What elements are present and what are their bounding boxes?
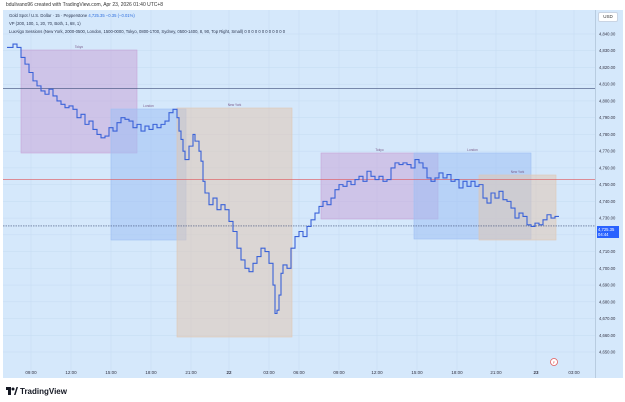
price-chart: Tokyo London New York Tokyo London New York 0… — [3, 10, 595, 375]
price-tick-label: 4,690.00 — [599, 283, 616, 288]
price-tick-label: 4,730.00 — [599, 216, 616, 221]
time-tick-label: 18:00 — [145, 370, 157, 375]
symbol-change: 4,725.35 −0.35 (−0.01%) — [88, 13, 135, 18]
session-label: New York — [511, 170, 525, 174]
event-flag-icon: F — [550, 358, 558, 366]
time-tick-label: 12:00 — [371, 370, 383, 375]
vp-indicator-legend[interactable]: VP (200, 100, 1, 20, 70, Both, 1, 68, 1) — [9, 21, 81, 26]
session-label: London — [467, 148, 478, 152]
price-axis[interactable]: 4,840.00 4,830.00 4,820.00 4,810.00 4,800.00… — [595, 10, 623, 378]
time-tick-label: 06:00 — [293, 370, 305, 375]
horizontal-lines — [3, 88, 595, 227]
time-tick-label: 22 — [226, 370, 232, 375]
price-tick-label: 4,800.00 — [599, 98, 616, 103]
price-tick-label: 4,810.00 — [599, 82, 616, 87]
price-line — [7, 43, 559, 315]
tradingview-logo-icon — [6, 387, 18, 395]
symbol-label[interactable]: Gold Spot / U.S. Dollar · 15 · Peppersto… — [9, 13, 88, 18]
sessions-indicator-legend[interactable]: LuxAlgo Sessions (New York, 2000-0500, L… — [9, 29, 286, 34]
price-tick-label: 4,840.00 — [599, 32, 616, 37]
price-tick-label: 4,750.00 — [599, 182, 616, 187]
price-tick-label: 4,660.00 — [599, 333, 616, 338]
symbol-legend[interactable]: Gold Spot / U.S. Dollar · 15 · Peppersto… — [9, 13, 135, 18]
currency-button[interactable]: USD — [598, 12, 618, 22]
price-tick-label: 4,790.00 — [599, 115, 616, 120]
price-tick-label: 4,680.00 — [599, 299, 616, 304]
price-tick-label: 4,830.00 — [599, 48, 616, 53]
time-tick-label: 09:00 — [25, 370, 37, 375]
chart-pane[interactable]: Tokyo London New York Tokyo London New York 0… — [3, 10, 595, 378]
session-box — [176, 107, 293, 338]
time-tick-label: 03:00 — [263, 370, 275, 375]
price-tick-label: 4,710.00 — [599, 249, 616, 254]
last-price-value: 4,725.35 — [598, 227, 615, 232]
session-label: New York — [228, 103, 242, 107]
time-tick-label: 15:00 — [105, 370, 117, 375]
price-tick-label: 4,740.00 — [599, 199, 616, 204]
session-box — [478, 174, 557, 241]
price-tick-label: 4,820.00 — [599, 65, 616, 70]
time-tick-label: 21:00 — [490, 370, 502, 375]
price-axis-labels: 4,840.00 4,830.00 4,820.00 4,810.00 4,800.00… — [599, 32, 616, 355]
price-tick-label: 4,780.00 — [599, 132, 616, 137]
time-tick-label: 15:00 — [411, 370, 423, 375]
brand-name: TradingView — [20, 387, 67, 396]
footer: TradingView — [0, 380, 625, 402]
session-boxes: Tokyo London New York Tokyo London New York — [20, 45, 557, 338]
time-tick-label: 09:00 — [333, 370, 345, 375]
time-axis-labels: 09:00 12:00 15:00 18:00 21:00 22 03:00 06:00 09:… — [25, 370, 580, 375]
svg-text:F: F — [553, 360, 556, 365]
price-tick-label: 4,650.00 — [599, 350, 616, 355]
time-tick-label: 18:00 — [451, 370, 463, 375]
time-tick-label: 21:00 — [185, 370, 197, 375]
session-label: London — [143, 104, 154, 108]
time-tick-label: 12:00 — [65, 370, 77, 375]
watermark-header: bdulivano96 created with TradingView.com… — [6, 2, 164, 8]
session-label: Tokyo — [75, 45, 84, 49]
price-tick-label: 4,760.00 — [599, 165, 616, 170]
time-tick-label: 03:00 — [568, 370, 580, 375]
price-tick-label: 4,670.00 — [599, 316, 616, 321]
time-tick-label: 23 — [533, 370, 539, 375]
price-tick-label: 4,770.00 — [599, 149, 616, 154]
bar-countdown: 04:44 — [598, 232, 609, 237]
session-box — [110, 108, 187, 241]
tradingview-logo[interactable]: TradingView — [6, 387, 67, 396]
session-label: Tokyo — [375, 148, 384, 152]
last-price-tag: 4,725.35 04:44 — [597, 226, 619, 238]
price-tick-label: 4,700.00 — [599, 266, 616, 271]
